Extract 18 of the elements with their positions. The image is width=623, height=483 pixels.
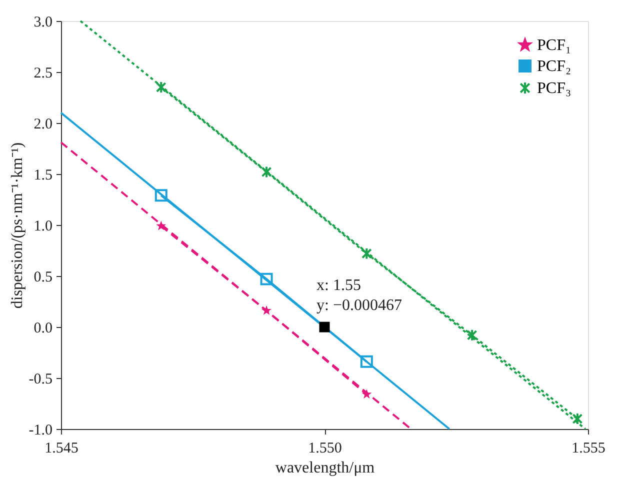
y-tick-label: 1.0 — [34, 218, 52, 234]
x-tick-label: 1.550 — [308, 440, 342, 456]
y-tick-label: 0.0 — [34, 320, 52, 336]
legend-label: PCF₂ — [537, 58, 572, 75]
y-tick-label: 0.5 — [34, 270, 52, 286]
y-tick-label: 2.0 — [34, 116, 52, 132]
x-axis-title: wavelength/μm — [275, 460, 376, 476]
y-tick-label: -1.0 — [28, 422, 52, 438]
legend-label: PCF₁ — [537, 37, 572, 54]
y-tick-label: 2.5 — [34, 66, 52, 82]
y-axis-title: dispersion/(ps·nm⁻¹·km⁻¹) — [8, 142, 26, 309]
legend-label: PCF₃ — [537, 80, 572, 97]
x-tick-label: 1.555 — [572, 440, 606, 456]
x-tick-label: 1.545 — [44, 440, 78, 456]
y-tick-label: -0.5 — [28, 372, 52, 388]
annotation: x: 1.55 y: −0.000467 — [316, 277, 402, 314]
y-tick-label: 3.0 — [34, 14, 52, 30]
y-tick-label: 1.5 — [34, 168, 52, 184]
